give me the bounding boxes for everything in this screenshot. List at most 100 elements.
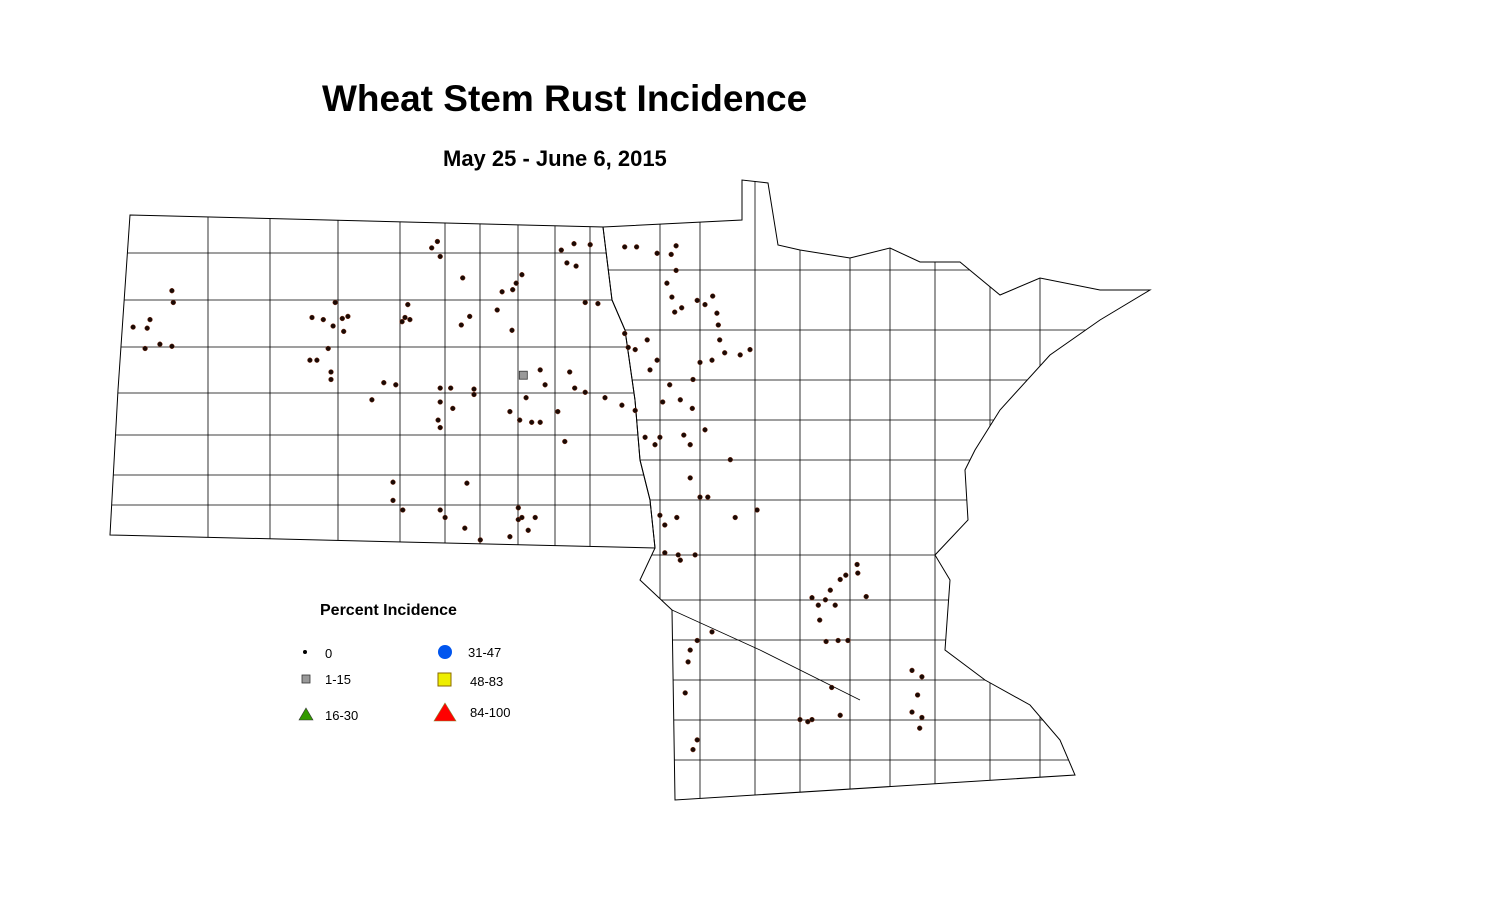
observation-point-0 — [341, 328, 347, 335]
observation-point-0 — [595, 300, 601, 307]
observation-point-0 — [633, 244, 640, 250]
legend-title: Percent Incidence — [320, 602, 457, 619]
observation-point-0 — [677, 397, 683, 403]
observation-point-0 — [668, 251, 674, 258]
observation-point-0 — [667, 382, 673, 388]
observation-point-0 — [677, 557, 683, 563]
observation-point-0 — [687, 442, 693, 448]
map-title: Wheat Stem Rust Incidence — [322, 78, 808, 119]
observation-point-0 — [460, 275, 466, 281]
observation-point-1-15 — [518, 370, 528, 380]
observation-point-0 — [682, 690, 688, 696]
observation-point-0 — [402, 314, 408, 321]
observation-point-0 — [437, 385, 443, 391]
observation-point-0 — [747, 346, 753, 353]
observation-point-0 — [660, 399, 666, 405]
observation-point-0 — [169, 343, 175, 349]
observation-point-0 — [863, 593, 869, 600]
observation-point-0 — [737, 352, 743, 358]
observation-point-0 — [681, 432, 687, 438]
observation-point-0 — [809, 595, 815, 601]
observation-point-0 — [494, 307, 500, 313]
observation-point-0 — [339, 315, 345, 322]
observation-point-0 — [564, 260, 570, 266]
observation-point-0 — [673, 267, 679, 274]
observation-point-0 — [797, 716, 803, 723]
observation-point-0 — [632, 407, 638, 414]
observation-point-0 — [689, 405, 695, 412]
observation-point-0 — [843, 572, 849, 578]
minnesota-outline — [602, 179, 1152, 801]
legend-symbol-16-30 — [298, 707, 314, 721]
observation-point-0 — [332, 299, 338, 306]
observation-point-0 — [582, 299, 588, 306]
observation-point-0 — [837, 712, 843, 718]
observation-point-0 — [702, 301, 708, 308]
observation-point-0 — [697, 494, 703, 500]
observation-point-0 — [519, 514, 525, 521]
observation-point-0 — [823, 638, 829, 645]
observation-point-0 — [130, 324, 136, 330]
observation-point-0 — [435, 417, 441, 423]
observation-point-0 — [669, 294, 675, 300]
observation-point-0 — [519, 272, 525, 278]
observation-point-0 — [523, 395, 529, 401]
observation-point-0 — [587, 242, 593, 248]
observation-point-0 — [320, 316, 326, 323]
observation-point-0 — [727, 457, 733, 463]
observation-point-0 — [917, 725, 923, 731]
north-dakota-counties — [110, 215, 655, 548]
legend-label: 84-100 — [470, 705, 511, 720]
observation-point-0 — [437, 424, 443, 431]
observation-point-0 — [919, 714, 925, 721]
observation-point-0 — [170, 299, 176, 306]
observation-point-0 — [702, 427, 708, 433]
observation-point-0 — [537, 419, 543, 425]
observation-point-0 — [622, 330, 628, 337]
observation-point-0 — [694, 297, 700, 304]
observation-point-0 — [837, 576, 843, 583]
legend-symbol-0 — [303, 650, 307, 654]
observation-point-0 — [562, 438, 568, 445]
observation-point-0 — [390, 479, 396, 485]
observation-point-0 — [672, 309, 678, 315]
observation-point-0 — [390, 497, 396, 504]
observation-point-0 — [330, 323, 336, 329]
observation-point-0 — [827, 587, 833, 593]
observation-point-0 — [662, 522, 668, 528]
observation-point-0 — [314, 357, 320, 363]
observation-point-0 — [407, 316, 413, 323]
observation-point-0 — [437, 507, 443, 513]
legend-label: 31-47 — [468, 645, 502, 660]
observation-point-0 — [467, 313, 473, 320]
observation-point-0 — [835, 637, 841, 644]
observation-point-0 — [399, 319, 405, 325]
observation-point-0 — [393, 382, 399, 388]
observation-point-0 — [654, 357, 660, 363]
observation-point-0 — [854, 561, 860, 568]
observation-point-0 — [657, 512, 663, 518]
observation-point-0 — [515, 505, 521, 511]
observation-point-0 — [471, 391, 477, 398]
observation-point-0 — [458, 322, 464, 328]
observation-point-0 — [919, 674, 925, 680]
observation-point-0 — [805, 719, 811, 725]
observation-point-0 — [328, 369, 334, 375]
observation-point-0 — [909, 667, 915, 674]
observation-point-0 — [602, 395, 608, 401]
observation-point-0 — [510, 287, 516, 293]
observation-point-0 — [555, 408, 561, 415]
observation-point-0 — [517, 417, 523, 423]
observation-point-0 — [625, 344, 631, 351]
observation-point-0 — [714, 310, 720, 316]
observation-point-0 — [690, 746, 696, 753]
observation-point-0 — [567, 369, 573, 375]
minnesota-counties — [603, 180, 1150, 800]
observation-points — [130, 238, 925, 753]
legend-label: 16-30 — [325, 708, 359, 723]
observation-point-0 — [381, 380, 387, 386]
observation-point-0 — [513, 280, 519, 286]
observation-point-0 — [434, 238, 441, 245]
observation-point-0 — [829, 684, 835, 691]
